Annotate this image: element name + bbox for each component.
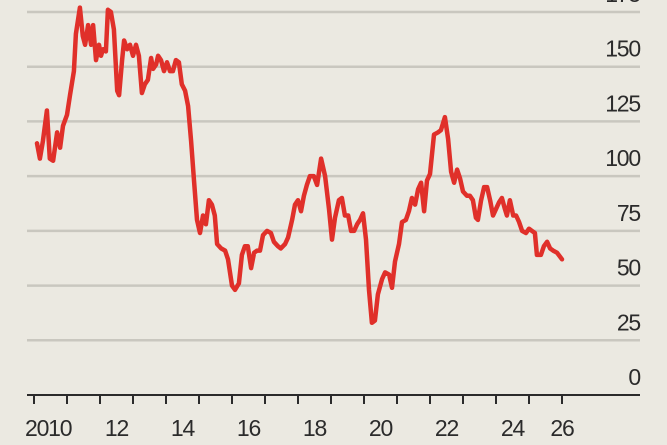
x-tick-label: 20 <box>369 415 393 441</box>
x-axis: 2010 12 14 16 18 20 22 24 26 <box>25 394 640 441</box>
x-tick-label: 2010 <box>25 415 72 441</box>
y-axis-labels: 0 25 50 75 100 125 150 175 <box>605 0 641 390</box>
x-tick-label: 18 <box>303 415 327 441</box>
gridlines <box>27 10 640 342</box>
x-tick-label: 24 <box>501 415 526 441</box>
y-tick-label: 100 <box>605 145 640 171</box>
y-tick-label: 125 <box>605 90 640 116</box>
x-tick-label: 14 <box>171 415 196 441</box>
y-tick-label: 150 <box>605 36 640 62</box>
y-tick-label: 50 <box>617 255 641 281</box>
y-tick-label: 0 <box>628 364 640 390</box>
y-tick-label: 175 <box>605 0 640 7</box>
x-tick-label: 22 <box>435 415 459 441</box>
x-tick-label: 16 <box>237 415 261 441</box>
x-tick-label: 26 <box>550 415 574 441</box>
series-layer <box>34 5 565 326</box>
x-tick-label: 12 <box>105 415 129 441</box>
y-tick-label: 25 <box>617 309 641 335</box>
y-tick-label: 75 <box>617 200 641 226</box>
series-line <box>34 5 565 326</box>
